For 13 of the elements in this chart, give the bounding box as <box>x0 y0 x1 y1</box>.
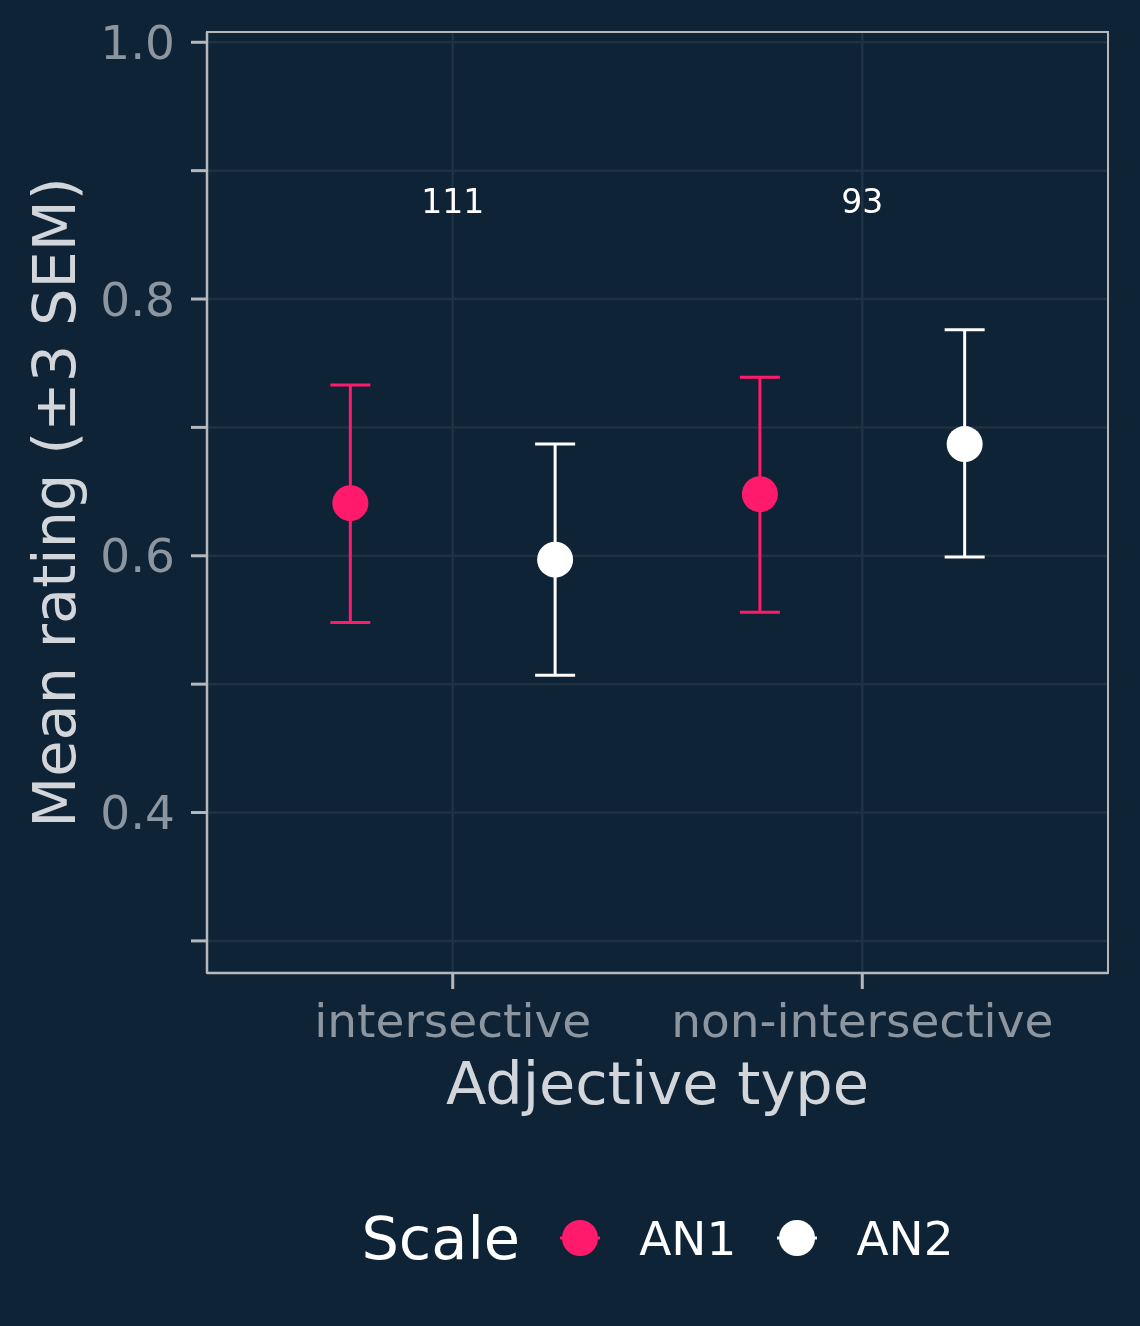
legend-label: AN2 <box>856 1210 954 1266</box>
annotation: 93 <box>841 182 884 221</box>
x-tick-label: non-intersective <box>671 993 1054 1049</box>
legend-title: Scale <box>361 1203 521 1273</box>
x-tick-label: intersective <box>314 993 592 1049</box>
y-tick-label: 0.4 <box>100 785 175 841</box>
x-axis-title: Adjective type <box>445 1049 870 1118</box>
y-tick-label: 0.6 <box>100 528 175 584</box>
annotation: 111 <box>421 182 485 221</box>
y-tick-label: 1.0 <box>100 14 175 70</box>
y-axis-title: Mean rating (±3 SEM) <box>20 177 89 828</box>
legend-label: AN1 <box>639 1210 737 1266</box>
y-tick-label: 0.8 <box>100 271 175 327</box>
